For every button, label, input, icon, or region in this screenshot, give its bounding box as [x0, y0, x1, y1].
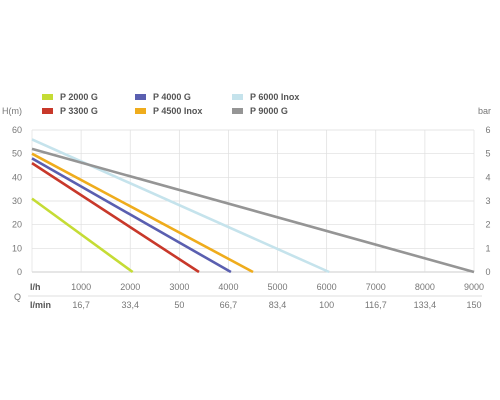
x-label-lh: l/h	[30, 282, 41, 292]
series-line	[31, 152, 254, 274]
legend-swatch	[232, 108, 243, 114]
x-tick-label-lh: 2000	[120, 282, 140, 292]
x-tick-label-lmin: 16,7	[72, 300, 90, 310]
series-line	[31, 138, 330, 274]
y-tick-label-right: 0	[485, 267, 490, 277]
x-tick-label-lmin: 50	[174, 300, 184, 310]
grid	[31, 129, 475, 273]
x-tick-label-lmin: 100	[319, 300, 334, 310]
x-tick-label-lmin: 150	[466, 300, 481, 310]
x-tick-label-lh: 3000	[169, 282, 189, 292]
y-tick-label-left: 0	[17, 267, 22, 277]
x-label-lmin: l/min	[30, 300, 51, 310]
axes: 0 0 10 1 20 2 30 3 40 4 50 5 60 6 1000 16,7 2000 33,4 3000…	[12, 125, 491, 310]
y-tick-label-right: 5	[485, 149, 490, 159]
y-tick-label-right: 6	[485, 125, 490, 135]
series-line	[31, 147, 475, 274]
legend-item-p9000g: P 9000 G	[232, 105, 288, 117]
y-tick-label-left: 60	[12, 125, 22, 135]
legend-label: P 9000 G	[250, 106, 288, 116]
x-tick-label-lh: 9000	[464, 282, 484, 292]
x-tick-label-lmin: 66,7	[220, 300, 238, 310]
legend-swatch	[42, 94, 53, 100]
series-line	[31, 157, 232, 274]
x-tick-label-lh: 5000	[268, 282, 288, 292]
y-tick-label-left: 50	[12, 149, 22, 159]
legend-label: P 4500 Inox	[153, 106, 203, 116]
x-tick-label-lh: 8000	[415, 282, 435, 292]
legend-label: P 3300 G	[60, 106, 98, 116]
x-tick-label-lh: 6000	[317, 282, 337, 292]
x-tick-label-lh: 7000	[366, 282, 386, 292]
series-layer	[31, 138, 475, 274]
legend-label: P 2000 G	[60, 92, 98, 102]
y-tick-label-left: 20	[12, 220, 22, 230]
legend-swatch	[135, 94, 146, 100]
series-line	[31, 197, 134, 274]
y-tick-label-left: 40	[12, 172, 22, 182]
legend-swatch	[232, 94, 243, 100]
legend-item-p6000inox: P 6000 Inox	[232, 91, 299, 103]
legend-item-p2000g: P 2000 G	[42, 91, 98, 103]
legend-label: P 6000 Inox	[250, 92, 300, 102]
legend-item-p3300g: P 3300 G	[42, 105, 98, 117]
x-label-q: Q	[14, 292, 21, 302]
x-tick-label-lmin: 133,4	[414, 300, 437, 310]
legend-label: P 4000 G	[153, 92, 191, 102]
y-tick-label-right: 1	[485, 243, 490, 253]
y-tick-label-right: 4	[485, 172, 490, 182]
x-tick-label-lh: 1000	[71, 282, 91, 292]
legend-swatch	[42, 108, 53, 114]
series-line	[31, 162, 200, 274]
right-axis-title: bar	[478, 106, 491, 116]
x-tick-label-lmin: 33,4	[121, 300, 139, 310]
x-tick-label-lh: 4000	[218, 282, 238, 292]
y-tick-label-left: 30	[12, 196, 22, 206]
x-tick-label-lmin: 116,7	[365, 300, 387, 310]
y-tick-label-left: 10	[12, 243, 22, 253]
legend-item-p4500inox: P 4500 Inox	[135, 105, 202, 117]
x-tick-label-lmin: 83,4	[269, 300, 287, 310]
legend-swatch	[135, 108, 146, 114]
y-tick-label-right: 3	[485, 196, 490, 206]
left-axis-title: H(m)	[2, 106, 22, 116]
y-tick-label-right: 2	[485, 220, 490, 230]
legend-item-p4000g: P 4000 G	[135, 91, 191, 103]
